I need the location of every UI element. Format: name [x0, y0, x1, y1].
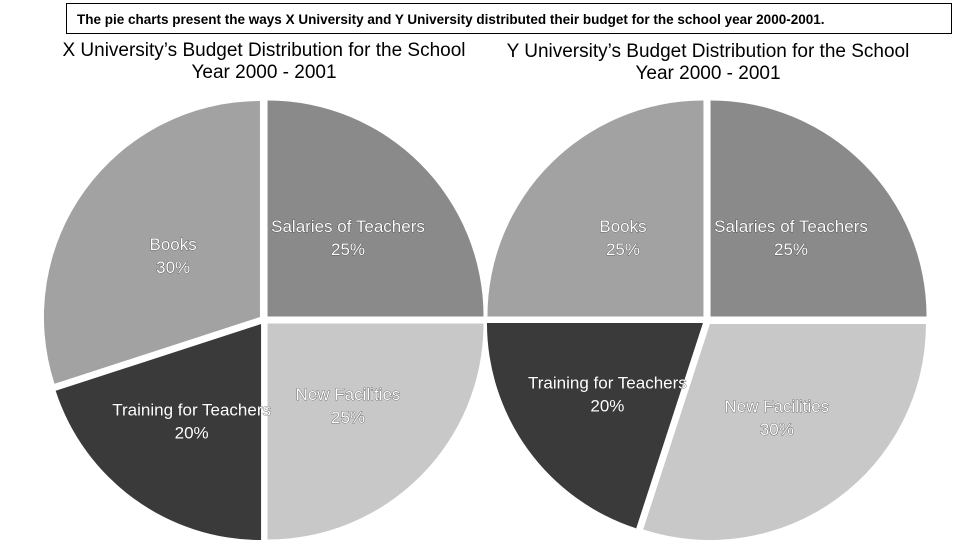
- slice-label-salaries-of-teachers: Salaries of Teachers: [271, 217, 425, 236]
- slice-label-salaries-of-teachers: Salaries of Teachers: [714, 217, 868, 236]
- slice-value-label-training-for-teachers: 20%: [590, 396, 624, 415]
- slice-label-books: Books: [599, 217, 646, 236]
- slice-value-label-new-facilities: 30%: [760, 420, 794, 439]
- slice-value-label-books: 30%: [156, 258, 190, 277]
- slice-value-label-books: 25%: [606, 240, 640, 259]
- pie-slice-salaries-of-teachers: [710, 100, 927, 317]
- caption-box: The pie charts present the ways X Univer…: [66, 3, 952, 34]
- pie-slice-new-facilities: [267, 323, 484, 540]
- pie-slice-new-facilities: [643, 324, 926, 541]
- slice-label-training-for-teachers: Training for Teachers: [112, 401, 271, 420]
- pie-slice-salaries-of-teachers: [267, 100, 484, 317]
- chart-title-line2: Year 2000 - 2001: [635, 63, 781, 84]
- chart-title-line1: Y University’s Budget Distribution for t…: [506, 41, 910, 62]
- caption-text: The pie charts present the ways X Univer…: [77, 12, 825, 27]
- pie-slice-books: [43, 101, 260, 384]
- pie-slice-training-for-teachers: [55, 324, 262, 541]
- slice-label-training-for-teachers: Training for Teachers: [528, 373, 687, 392]
- slice-value-label-new-facilities: 25%: [331, 408, 365, 427]
- slice-label-new-facilities: New Facilities: [724, 397, 829, 416]
- chart-title-x-university: X University’s Budget Distribution for t…: [39, 40, 489, 84]
- slice-value-label-salaries-of-teachers: 25%: [331, 240, 365, 259]
- chart-title-line1: X University’s Budget Distribution for t…: [62, 40, 466, 61]
- pie-slice-books: [487, 100, 704, 317]
- slice-value-label-training-for-teachers: 20%: [175, 424, 209, 443]
- slice-label-new-facilities: New Facilities: [296, 385, 401, 404]
- pie-slice-training-for-teachers: [486, 322, 703, 529]
- slice-value-label-salaries-of-teachers: 25%: [774, 240, 808, 259]
- chart-title-line2: Year 2000 - 2001: [191, 62, 337, 83]
- chart-title-y-university: Y University’s Budget Distribution for t…: [483, 41, 933, 85]
- slice-label-books: Books: [150, 235, 197, 254]
